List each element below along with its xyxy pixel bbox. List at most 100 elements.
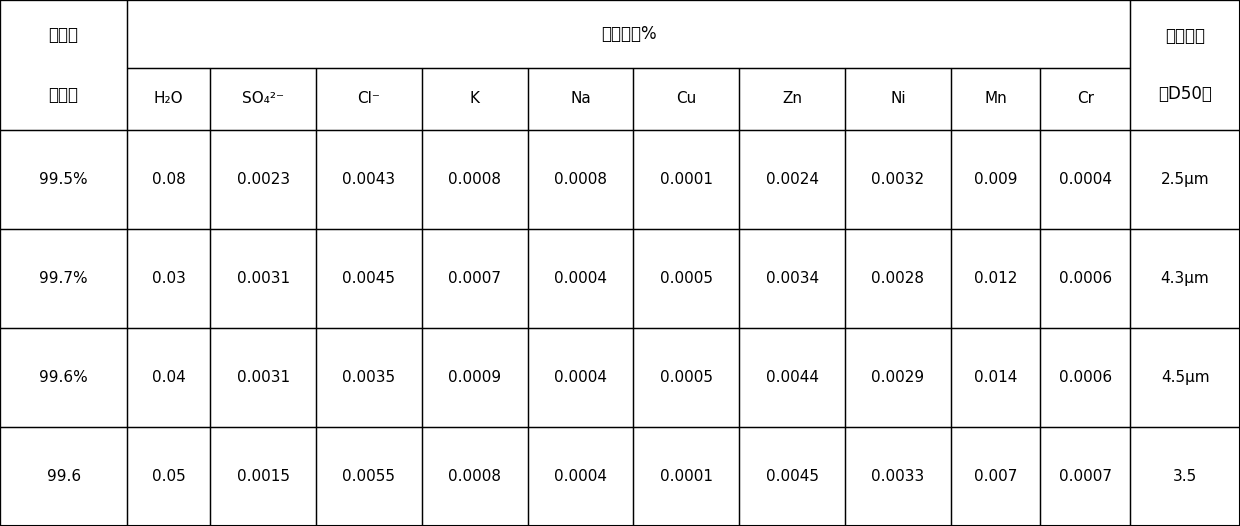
- Bar: [527, 328, 634, 427]
- Text: 4.3μm: 4.3μm: [1161, 271, 1209, 286]
- Bar: [0, 0, 128, 130]
- Text: 0.0001: 0.0001: [660, 172, 713, 187]
- Bar: [128, 0, 1130, 68]
- Bar: [422, 130, 527, 229]
- Text: 2.5μm: 2.5μm: [1161, 172, 1209, 187]
- Bar: [844, 68, 951, 130]
- Bar: [128, 427, 211, 526]
- Text: 0.0008: 0.0008: [448, 469, 501, 484]
- Text: 0.0001: 0.0001: [660, 469, 713, 484]
- Bar: [422, 427, 527, 526]
- Text: 0.0005: 0.0005: [660, 370, 713, 385]
- Bar: [1130, 0, 1240, 130]
- Text: 0.0045: 0.0045: [342, 271, 396, 286]
- Bar: [1040, 229, 1130, 328]
- Text: 0.0008: 0.0008: [448, 172, 501, 187]
- Bar: [1040, 130, 1130, 229]
- Bar: [211, 328, 316, 427]
- Text: Zn: Zn: [782, 92, 802, 106]
- Text: 4.5μm: 4.5μm: [1161, 370, 1209, 385]
- Bar: [527, 427, 634, 526]
- Text: 0.0028: 0.0028: [872, 271, 924, 286]
- Text: 0.03: 0.03: [151, 271, 186, 286]
- Bar: [844, 130, 951, 229]
- Bar: [1040, 427, 1130, 526]
- Text: Cu: Cu: [676, 92, 697, 106]
- Bar: [316, 328, 422, 427]
- Text: 0.0008: 0.0008: [554, 172, 608, 187]
- Text: 0.0044: 0.0044: [765, 370, 818, 385]
- Bar: [1130, 328, 1240, 427]
- Bar: [422, 229, 527, 328]
- Bar: [1130, 427, 1240, 526]
- Text: 0.0005: 0.0005: [660, 271, 713, 286]
- Text: Ni: Ni: [890, 92, 905, 106]
- Bar: [316, 229, 422, 328]
- Bar: [211, 229, 316, 328]
- Text: 0.05: 0.05: [151, 469, 186, 484]
- Text: 0.0034: 0.0034: [765, 271, 818, 286]
- Bar: [0, 427, 128, 526]
- Text: 0.0006: 0.0006: [1059, 271, 1112, 286]
- Bar: [1130, 229, 1240, 328]
- Bar: [844, 427, 951, 526]
- Bar: [951, 130, 1040, 229]
- Bar: [844, 328, 951, 427]
- Bar: [1130, 130, 1240, 229]
- Bar: [128, 130, 211, 229]
- Text: Cl⁻: Cl⁻: [357, 92, 381, 106]
- Bar: [951, 427, 1040, 526]
- Text: 0.0045: 0.0045: [765, 469, 818, 484]
- Text: 平均粒径: 平均粒径: [1166, 27, 1205, 45]
- Text: Na: Na: [570, 92, 591, 106]
- Bar: [316, 68, 422, 130]
- Text: 0.0033: 0.0033: [872, 469, 925, 484]
- Text: 0.007: 0.007: [973, 469, 1017, 484]
- Text: 0.0043: 0.0043: [342, 172, 396, 187]
- Bar: [316, 130, 422, 229]
- Bar: [128, 68, 211, 130]
- Text: 0.0055: 0.0055: [342, 469, 396, 484]
- Text: 0.0015: 0.0015: [237, 469, 290, 484]
- Text: 草酸亚: 草酸亚: [48, 26, 78, 44]
- Text: 0.04: 0.04: [151, 370, 186, 385]
- Bar: [422, 328, 527, 427]
- Bar: [422, 68, 527, 130]
- Text: 0.0031: 0.0031: [237, 271, 290, 286]
- Bar: [211, 427, 316, 526]
- Bar: [0, 328, 128, 427]
- Text: 0.012: 0.012: [973, 271, 1017, 286]
- Text: （D50）: （D50）: [1158, 85, 1211, 103]
- Bar: [1040, 328, 1130, 427]
- Bar: [634, 427, 739, 526]
- Text: 0.0004: 0.0004: [554, 370, 608, 385]
- Bar: [211, 68, 316, 130]
- Bar: [128, 229, 211, 328]
- Text: 0.0007: 0.0007: [448, 271, 501, 286]
- Text: 0.0032: 0.0032: [872, 172, 925, 187]
- Bar: [0, 229, 128, 328]
- Text: K: K: [470, 92, 480, 106]
- Bar: [739, 130, 844, 229]
- Text: 0.0006: 0.0006: [1059, 370, 1112, 385]
- Bar: [634, 229, 739, 328]
- Bar: [0, 130, 128, 229]
- Text: Mn: Mn: [985, 92, 1007, 106]
- Text: 0.0024: 0.0024: [765, 172, 818, 187]
- Text: 99.7%: 99.7%: [40, 271, 88, 286]
- Bar: [527, 130, 634, 229]
- Text: H₂O: H₂O: [154, 92, 184, 106]
- Bar: [739, 328, 844, 427]
- Text: 0.014: 0.014: [973, 370, 1017, 385]
- Text: 0.0004: 0.0004: [554, 271, 608, 286]
- Bar: [951, 229, 1040, 328]
- Text: 0.0004: 0.0004: [1059, 172, 1112, 187]
- Text: 0.0029: 0.0029: [872, 370, 925, 385]
- Text: 0.0004: 0.0004: [554, 469, 608, 484]
- Text: 0.0007: 0.0007: [1059, 469, 1112, 484]
- Bar: [739, 229, 844, 328]
- Text: Cr: Cr: [1076, 92, 1094, 106]
- Bar: [527, 68, 634, 130]
- Bar: [634, 328, 739, 427]
- Text: 99.6: 99.6: [47, 469, 81, 484]
